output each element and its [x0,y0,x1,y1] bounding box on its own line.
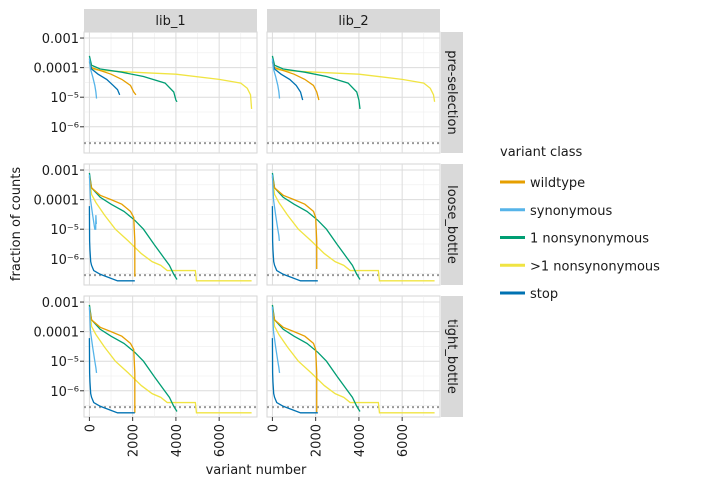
series-line-stop-tight-bottle-lib-2 [271,338,318,414]
x-tick-label-lib-2-1: 2000 [310,424,325,457]
series-line-wildtype-pre-selection-lib-2 [271,61,320,101]
panel-frame-tight-bottle-lib-1 [83,295,258,418]
x-tick-label-lib-1-3: 6000 [213,424,228,457]
legend: variant class wildtype synonymous 1 nonsyn… [500,145,660,302]
series-line-synonymous-loose-bottle-lib-2 [271,174,280,242]
y-tick-label-tight-bottle-3: 0.001 [42,296,79,311]
y-tick-label-tight-bottle-0: 10⁻⁶ [50,385,79,400]
y-tick-label-pre-selection-0: 10⁻⁶ [50,121,79,136]
legend-label-wildtype: wildtype [530,176,585,191]
series-line-synonymous-tight-bottle-lib-2 [271,306,281,374]
series-line-1-nonsynonymous-loose-bottle-lib-1 [88,172,178,280]
panel-loose-bottle-lib-1 [83,163,258,286]
series-line-wildtype-pre-selection-lib-1 [88,61,137,96]
panel-pre-selection-lib-2 [266,31,441,154]
strip-col-1 [84,9,257,32]
strip-row-1 [441,32,463,153]
x-tick-label-lib-1-0: 0 [83,424,98,432]
legend-label-1-nonsynonymous: >1 nonsynonymous [530,259,660,274]
series-line-wildtype-tight-bottle-lib-1 [88,308,136,413]
strip-row-2 [441,164,463,285]
panels-group: 10⁻⁶ 10⁻⁵ 0.0001 0.001 10⁻⁶ 10⁻⁵ 0.0001 0.001 10… [34,31,441,457]
strip-col-2 [267,9,440,32]
panel-frame-tight-bottle-lib-2 [266,295,441,418]
series-line-1-nonsynonymous-tight-bottle-lib-1 [88,304,252,414]
x-tick-label-lib-1-1: 2000 [127,424,142,457]
y-tick-label-loose-bottle-3: 0.001 [42,164,79,179]
series-line-1-nonsynonymous-loose-bottle-lib-2 [271,172,361,280]
series-line-synonymous-pre-selection-lib-2 [271,58,281,99]
x-axis-title: variant number [206,463,307,478]
y-tick-label-pre-selection-2: 0.0001 [34,62,80,77]
series-line-stop-pre-selection-lib-1 [88,61,121,96]
series-line-wildtype-loose-bottle-lib-1 [88,176,136,277]
panel-frame-loose-bottle-lib-2 [266,163,441,286]
series-line-1-nonsynonymous-tight-bottle-lib-1 [88,304,178,412]
series-line-stop-loose-bottle-lib-2 [271,206,318,282]
panel-loose-bottle-lib-2 [266,163,441,286]
series-line-1-nonsynonymous-loose-bottle-lib-2 [271,176,435,282]
legend-label-1-nonsynonymous: 1 nonsynonymous [530,232,649,247]
panel-frame-pre-selection-lib-1 [83,31,258,154]
y-tick-label-tight-bottle-1: 10⁻⁵ [50,355,79,370]
series-line-1-nonsynonymous-tight-bottle-lib-2 [271,304,435,414]
y-tick-label-pre-selection-3: 0.001 [42,32,79,47]
series-line-synonymous-loose-bottle-lib-1 [88,174,97,230]
strip-label-loose-bottle: loose_bottle [444,185,459,264]
panel-frame-loose-bottle-lib-1 [83,163,258,286]
strip-label-lib-2: lib_2 [338,14,368,29]
strip-label-pre-selection: pre-selection [444,50,459,134]
strip-label-lib-1: lib_1 [155,14,185,29]
series-line-wildtype-loose-bottle-lib-2 [271,176,318,270]
y-tick-label-loose-bottle-0: 10⁻⁶ [50,253,79,268]
series-line-stop-tight-bottle-lib-1 [88,338,135,414]
y-axis-title: fraction of counts [9,167,24,281]
x-tick-label-lib-2-0: 0 [266,424,281,432]
series-line-synonymous-pre-selection-lib-1 [88,58,98,99]
panel-pre-selection-lib-1 [83,31,258,154]
series-line-synonymous-tight-bottle-lib-1 [88,306,98,374]
series-line-stop-loose-bottle-lib-1 [88,206,135,282]
y-tick-label-loose-bottle-2: 0.0001 [34,194,80,209]
strip-row-3 [441,296,463,417]
x-tick-label-lib-2-3: 6000 [396,424,411,457]
series-line-stop-pre-selection-lib-2 [271,61,304,101]
strip-label-tight-bottle: tight_bottle [444,319,459,394]
series-line-1-nonsynonymous-pre-selection-lib-2 [271,55,361,110]
series-line-wildtype-tight-bottle-lib-2 [271,308,318,413]
x-tick-label-lib-2-2: 4000 [353,424,368,457]
y-tick-label-loose-bottle-1: 10⁻⁵ [50,223,79,238]
legend-title: variant class [500,145,583,160]
panel-tight-bottle-lib-1 [83,295,258,418]
panel-tight-bottle-lib-2 [266,295,441,418]
x-tick-label-lib-1-2: 4000 [170,424,185,457]
y-tick-label-pre-selection-1: 10⁻⁵ [50,91,79,106]
panel-frame-pre-selection-lib-2 [266,31,441,154]
y-tick-label-tight-bottle-2: 0.0001 [34,326,80,341]
series-line-1-nonsynonymous-pre-selection-lib-1 [88,55,178,103]
series-line-1-nonsynonymous-loose-bottle-lib-1 [88,176,252,282]
legend-label-synonymous: synonymous [530,204,612,219]
series-line-1-nonsynonymous-tight-bottle-lib-2 [271,304,361,412]
legend-label-stop: stop [530,287,558,302]
